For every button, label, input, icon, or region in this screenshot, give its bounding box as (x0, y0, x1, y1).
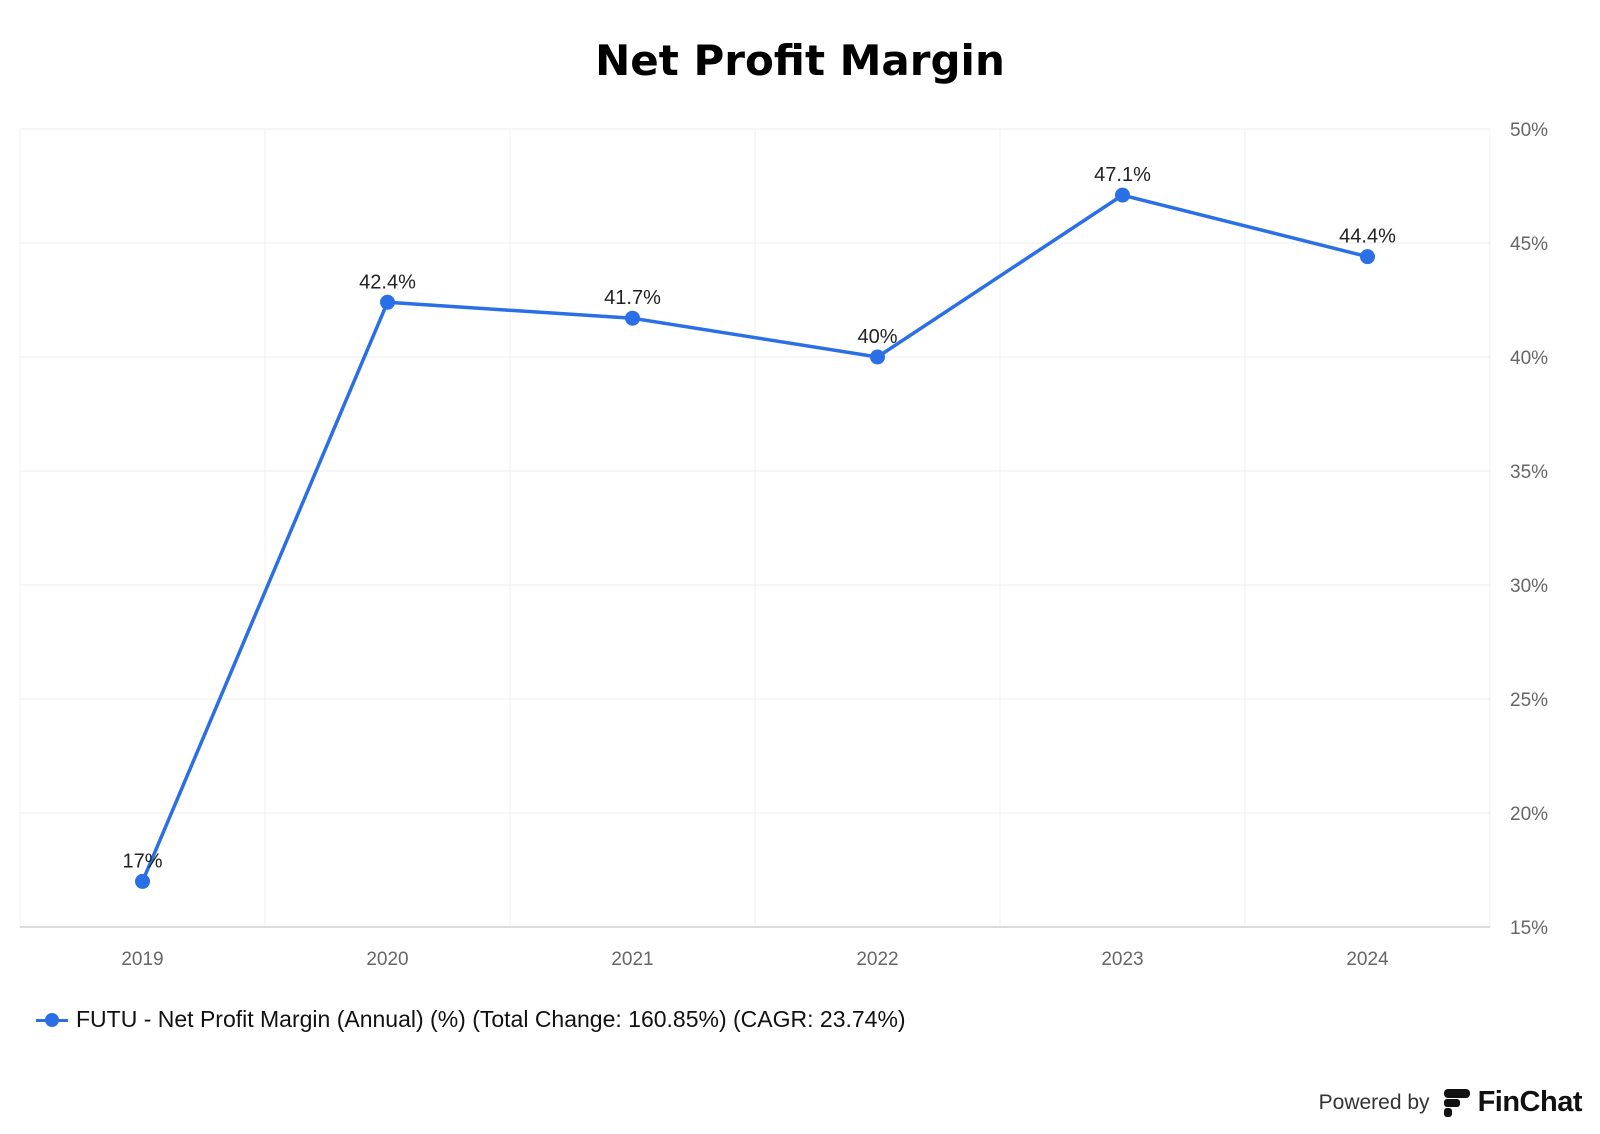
data-point (625, 310, 640, 326)
x-tick-label: 2020 (366, 949, 408, 970)
x-tick-label: 2024 (1346, 949, 1389, 970)
y-tick-label: 35% (1510, 462, 1548, 483)
data-label: 40% (857, 326, 897, 348)
series (135, 187, 1375, 889)
y-tick-label: 45% (1510, 234, 1548, 255)
legend-label: FUTU - Net Profit Margin (Annual) (%) (T… (76, 1006, 906, 1032)
legend-marker-icon (36, 1012, 68, 1027)
y-tick-label: 40% (1510, 348, 1548, 369)
series-line (140, 193, 1368, 883)
y-tick-label: 50% (1510, 120, 1548, 141)
powered-by-footer[interactable]: Powered by FinChat (1318, 1086, 1583, 1119)
finchat-logo: FinChat (1442, 1086, 1583, 1119)
chart-title: Net Profit Margin (595, 36, 1005, 85)
data-label: 44.4% (1339, 226, 1396, 248)
data-labels: 17% 42.4% 41.7% 40% 47.1% 44.4% (122, 164, 1396, 872)
data-point (1115, 187, 1130, 203)
y-tick-label: 20% (1510, 804, 1548, 825)
data-label: 17% (122, 850, 162, 872)
x-tick-label: 2021 (611, 949, 653, 970)
y-tick-label: 25% (1510, 690, 1548, 711)
powered-by-text: Powered by (1318, 1090, 1430, 1114)
axis: 15% 20% 25% 30% 35% 40% 45% 50% 2019 2020 2021 2022… (20, 120, 1548, 970)
legend[interactable]: FUTU - Net Profit Margin (Annual) (%) (T… (36, 1006, 906, 1033)
grid-lines (19, 128, 1491, 927)
finchat-brand-name: FinChat (1477, 1086, 1583, 1118)
data-point (135, 873, 150, 889)
x-tick-label: 2022 (856, 949, 898, 970)
data-point (380, 294, 395, 310)
x-tick-label: 2019 (121, 949, 163, 970)
data-point (1360, 249, 1375, 265)
data-label: 47.1% (1094, 164, 1151, 186)
x-tick-label: 2023 (1101, 949, 1143, 970)
data-label: 41.7% (604, 287, 661, 309)
data-point (870, 349, 885, 365)
data-label: 42.4% (359, 271, 416, 293)
finchat-logo-icon (1443, 1088, 1470, 1117)
y-tick-label: 15% (1510, 918, 1548, 939)
y-tick-label: 30% (1510, 576, 1548, 597)
